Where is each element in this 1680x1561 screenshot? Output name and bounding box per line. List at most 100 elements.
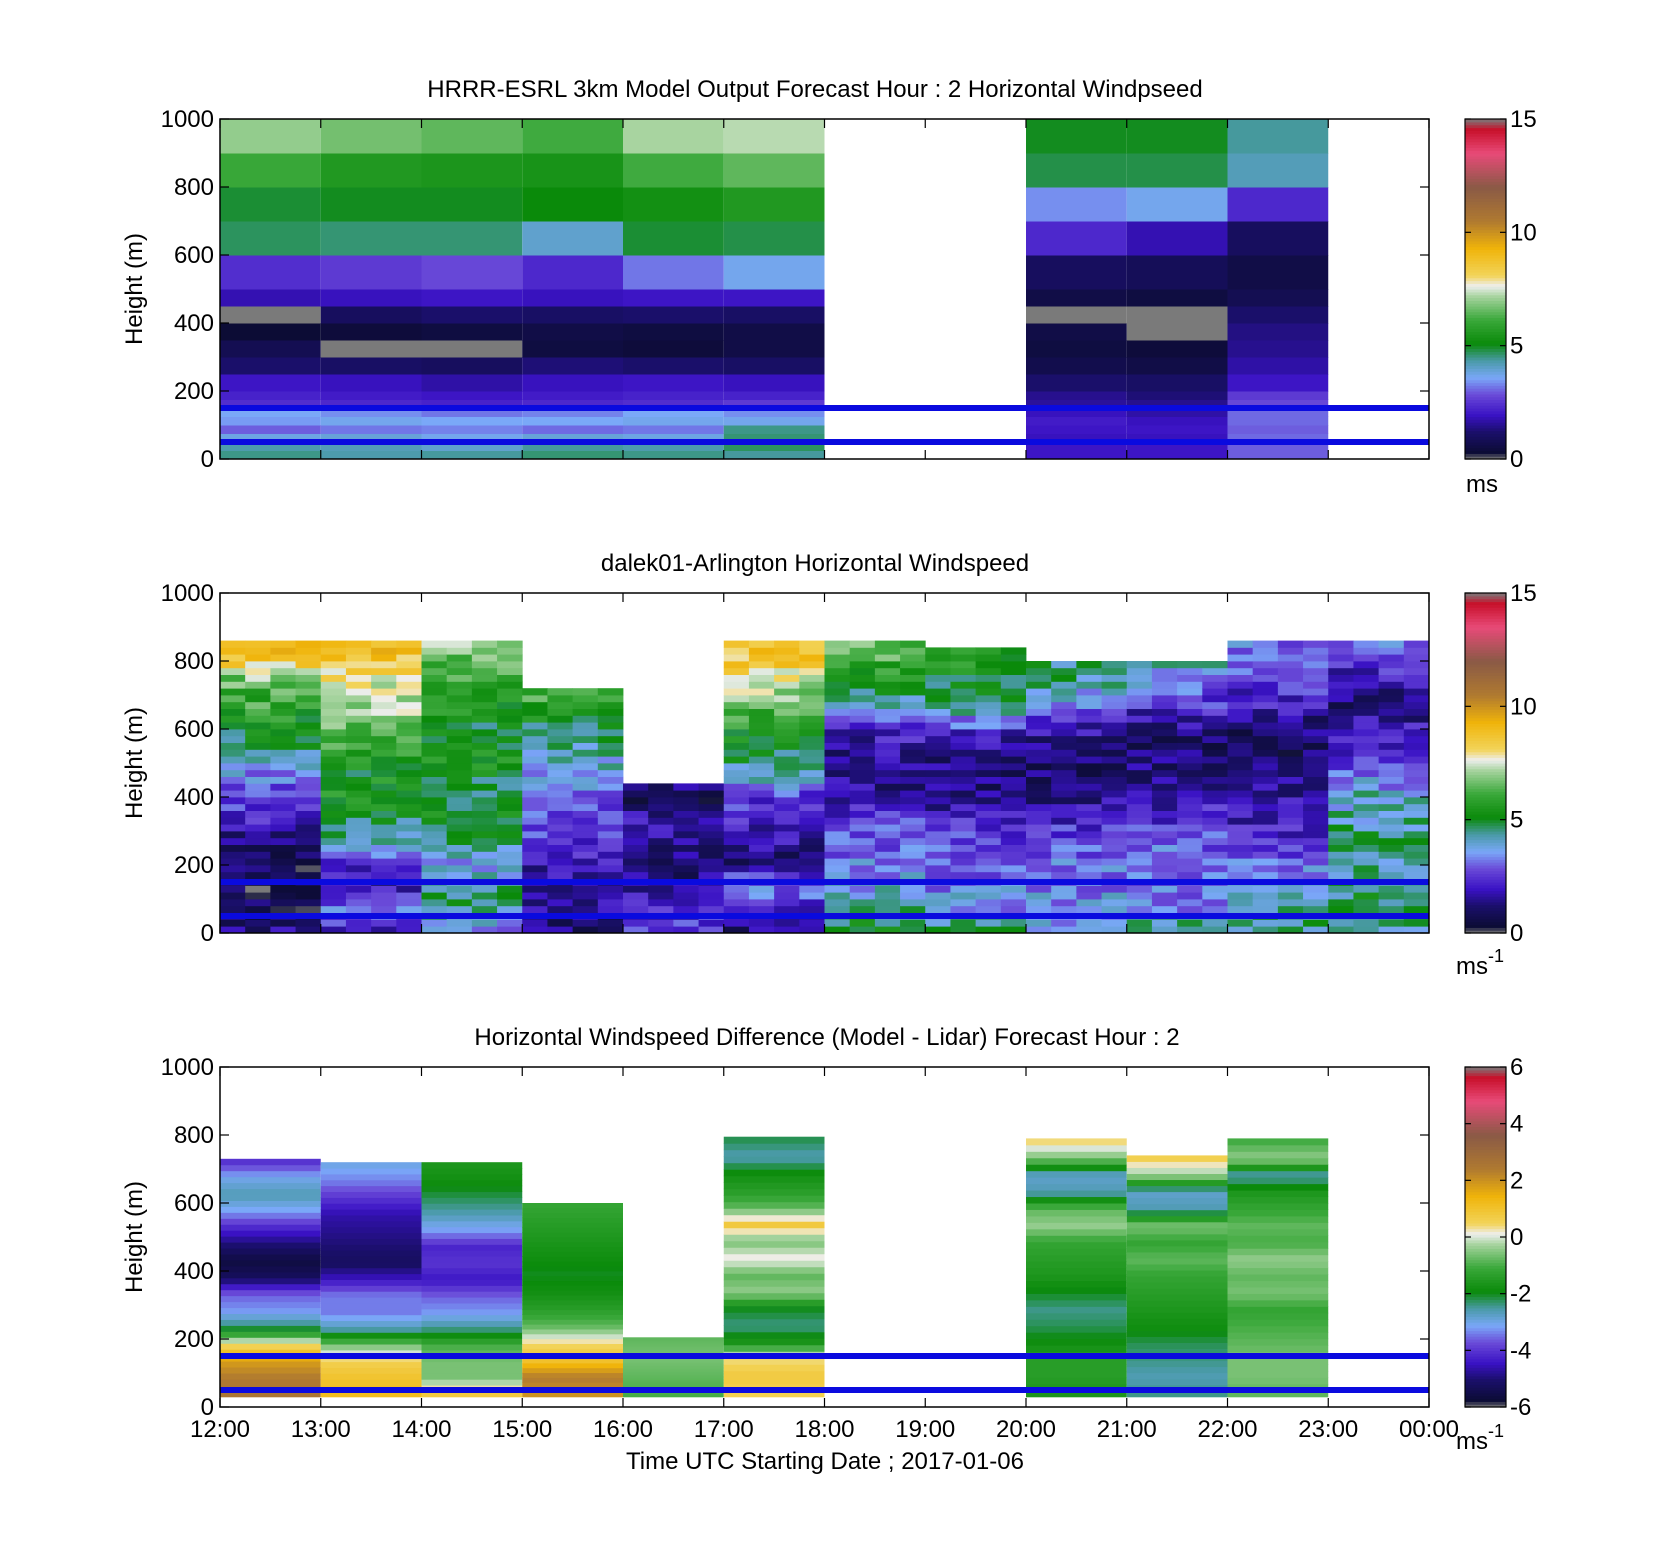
difference-cell xyxy=(220,1283,321,1291)
lidar-cell xyxy=(1076,817,1102,825)
model-cell xyxy=(723,433,825,443)
model-cell xyxy=(220,119,321,154)
lidar-cell xyxy=(1277,892,1304,900)
model-cell xyxy=(320,450,422,460)
lidar-cell xyxy=(572,831,599,839)
lidar-cell xyxy=(1051,749,1077,757)
lidar-cell xyxy=(950,667,977,675)
lidar-cell xyxy=(925,681,951,689)
lidar-cell xyxy=(925,735,951,743)
difference-cell xyxy=(522,1391,623,1398)
lidar-cell xyxy=(1151,851,1178,859)
lidar-cell xyxy=(597,844,624,852)
colorbar-swatch xyxy=(1465,1200,1506,1204)
lidar-cell xyxy=(471,892,498,900)
lidar-cell xyxy=(1101,824,1128,832)
lidar-cell xyxy=(874,926,901,934)
lidar-cell xyxy=(295,803,322,811)
lidar-cell xyxy=(975,749,1002,757)
lidar-cell xyxy=(572,824,599,832)
lidar-cell xyxy=(1177,742,1203,750)
lidar-cell xyxy=(1252,905,1279,913)
lidar-cell xyxy=(623,871,649,879)
lidar-cell xyxy=(900,769,926,777)
lidar-cell xyxy=(774,858,800,866)
difference-cell xyxy=(220,1176,321,1184)
lidar-cell xyxy=(471,661,498,669)
lidar-cell xyxy=(623,905,649,913)
y-tick-label: 200 xyxy=(174,1326,214,1353)
lidar-cell xyxy=(824,701,851,709)
colorbar-swatch xyxy=(1465,661,1506,665)
lidar-cell xyxy=(1051,831,1077,839)
lidar-cell xyxy=(446,865,473,873)
model-cell xyxy=(522,357,623,375)
lidar-cell xyxy=(1403,919,1430,927)
lidar-cell xyxy=(345,776,372,784)
lidar-cell xyxy=(849,797,876,805)
colorbar-swatch xyxy=(1465,887,1506,892)
lidar-cell xyxy=(799,667,825,675)
lidar-cell xyxy=(1303,688,1329,696)
lidar-cell xyxy=(748,885,775,893)
lidar-cell xyxy=(950,695,977,703)
difference-cell xyxy=(623,1378,724,1381)
lidar-cell xyxy=(799,763,825,771)
lidar-cell xyxy=(220,735,246,743)
lidar-cell xyxy=(220,844,246,852)
model-cell xyxy=(623,119,724,154)
lidar-cell xyxy=(1227,769,1254,777)
difference-cell xyxy=(623,1362,724,1365)
lidar-cell xyxy=(1026,688,1052,696)
lidar-cell xyxy=(623,824,649,832)
lidar-cell xyxy=(774,742,800,750)
lidar-cell xyxy=(270,681,296,689)
lidar-cell xyxy=(799,919,825,927)
lidar-cell xyxy=(320,749,347,757)
lidar-cell xyxy=(1177,735,1203,743)
lidar-cell xyxy=(748,844,775,852)
colorbar-swatch xyxy=(1465,1316,1506,1320)
colorbar-swatch xyxy=(1465,413,1506,418)
colorbar-swatch xyxy=(1465,1075,1506,1079)
colorbar-swatch xyxy=(1465,1120,1506,1125)
model-cell xyxy=(723,391,825,400)
colorbar-swatch xyxy=(1465,1092,1506,1096)
lidar-cell xyxy=(371,844,397,852)
lidar-cell xyxy=(748,831,775,839)
model-cell xyxy=(421,153,523,188)
lidar-cell xyxy=(1202,790,1228,798)
colorbar-swatch xyxy=(1465,1330,1506,1334)
difference-cell xyxy=(421,1226,523,1234)
lidar-cell xyxy=(1403,790,1430,798)
lidar-cell xyxy=(270,735,296,743)
lidar-cell xyxy=(673,810,699,818)
model-cell xyxy=(220,340,321,358)
lidar-cell xyxy=(597,926,624,934)
difference-cell xyxy=(723,1273,825,1281)
lidar-cell xyxy=(1303,722,1329,730)
lidar-cell xyxy=(774,892,800,900)
difference-cell xyxy=(623,1395,724,1398)
colorbar-swatch xyxy=(1465,209,1506,214)
lidar-cell xyxy=(1303,851,1329,859)
lidar-cell xyxy=(849,708,876,716)
lidar-cell xyxy=(1126,695,1153,703)
lidar-cell xyxy=(421,769,448,777)
difference-cell xyxy=(421,1361,523,1368)
lidar-cell xyxy=(1277,905,1304,913)
lidar-cell xyxy=(497,729,523,737)
difference-cell xyxy=(522,1285,623,1291)
lidar-cell xyxy=(597,851,624,859)
lidar-cell xyxy=(396,783,422,791)
difference-cell xyxy=(1026,1345,1127,1353)
lidar-cell xyxy=(1277,695,1304,703)
difference-cell xyxy=(1026,1183,1127,1191)
lidar-cell xyxy=(1000,844,1027,852)
difference-cell xyxy=(220,1224,321,1231)
colorbar-swatch xyxy=(1465,706,1506,710)
colorbar-swatch xyxy=(1465,260,1506,265)
difference-cell xyxy=(723,1286,825,1294)
